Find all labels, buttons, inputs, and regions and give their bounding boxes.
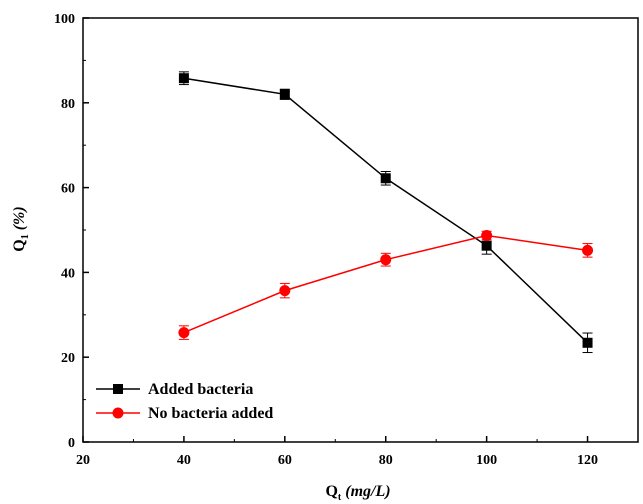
plot-frame	[82, 17, 639, 443]
legend-marker	[112, 407, 124, 419]
y-tick-label: 60	[61, 182, 75, 197]
series-layer	[178, 71, 594, 354]
y-tick-label: 100	[54, 12, 75, 27]
legend-label: No bacteria added	[148, 405, 273, 422]
series-circle	[178, 230, 594, 340]
x-tick-label: 120	[577, 453, 598, 468]
x-axis-ticks: 20 40 60 80 100 120	[76, 436, 598, 468]
x-axis-title: Qt (mg/L)	[325, 483, 390, 503]
y-tick-label: 20	[61, 351, 75, 366]
data-point	[582, 337, 593, 348]
y-axis-ticks: 0 20 40 60 80 100	[54, 12, 89, 451]
y-axis-title: Q1 (%)	[11, 206, 31, 251]
x-tick-label: 40	[177, 453, 191, 468]
data-point	[279, 285, 291, 297]
data-point	[178, 73, 189, 84]
data-point	[279, 89, 290, 100]
legend-item: No bacteria added	[96, 405, 273, 422]
legend-item: Added bacteria	[96, 381, 253, 398]
series-square	[178, 71, 593, 354]
data-point	[481, 240, 492, 251]
data-point	[178, 327, 190, 339]
y-tick-label: 0	[68, 436, 75, 451]
y-tick-label: 80	[61, 97, 75, 112]
data-point	[380, 173, 391, 184]
x-tick-label: 60	[278, 453, 292, 468]
data-point	[380, 254, 392, 266]
x-tick-label: 100	[476, 453, 497, 468]
series-line	[183, 77, 589, 344]
legend: Added bacteria No bacteria added	[96, 381, 273, 422]
x-tick-label: 80	[379, 453, 393, 468]
x-tick-label: 20	[76, 453, 90, 468]
legend-marker	[113, 384, 123, 394]
data-point	[481, 230, 493, 242]
y-tick-label: 40	[61, 266, 75, 281]
legend-label: Added bacteria	[148, 381, 253, 398]
data-point	[582, 244, 594, 256]
axes	[82, 17, 639, 443]
